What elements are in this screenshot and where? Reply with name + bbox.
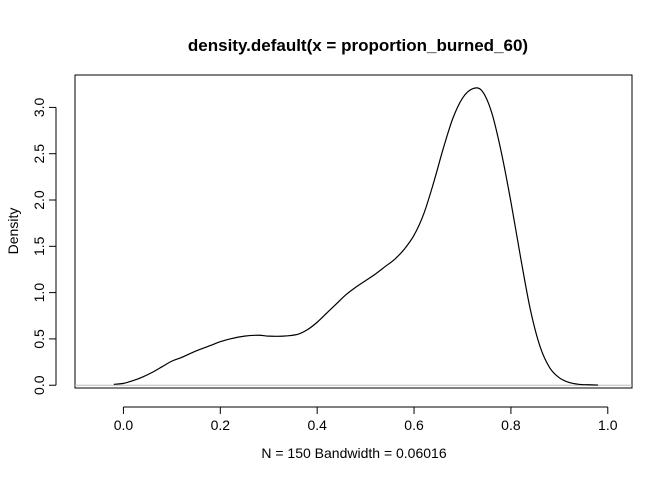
x-axis: 0.0 0.2 0.4 0.6 0.8 1.0 [114,406,618,433]
x-tick-label: 1.0 [598,417,618,433]
x-axis-label: N = 150 Bandwidth = 0.06016 [261,445,446,461]
x-tick-label: 0.6 [404,417,424,433]
y-tick-label: 1.5 [31,236,47,256]
y-tick-label: 1.0 [31,283,47,303]
y-tick-label: 0.0 [31,375,47,395]
x-tick-label: 0.2 [211,417,231,433]
chart-title: density.default(x = proportion_burned_60… [188,36,528,55]
y-tick-label: 3.0 [31,97,47,117]
y-tick-label: 2.0 [31,190,47,210]
x-tick-label: 0.4 [307,417,327,433]
series-layer [113,87,599,386]
y-axis: 0.0 0.5 1.0 1.5 2.0 2.5 3.0 [31,97,57,395]
plot-frame [74,74,633,389]
x-tick-label: 0.0 [114,417,134,433]
y-tick-label: 2.5 [31,144,47,164]
x-tick-label: 0.8 [501,417,521,433]
density-curve [113,87,599,386]
y-tick-label: 0.5 [31,329,47,349]
y-axis-label: Density [5,208,21,255]
